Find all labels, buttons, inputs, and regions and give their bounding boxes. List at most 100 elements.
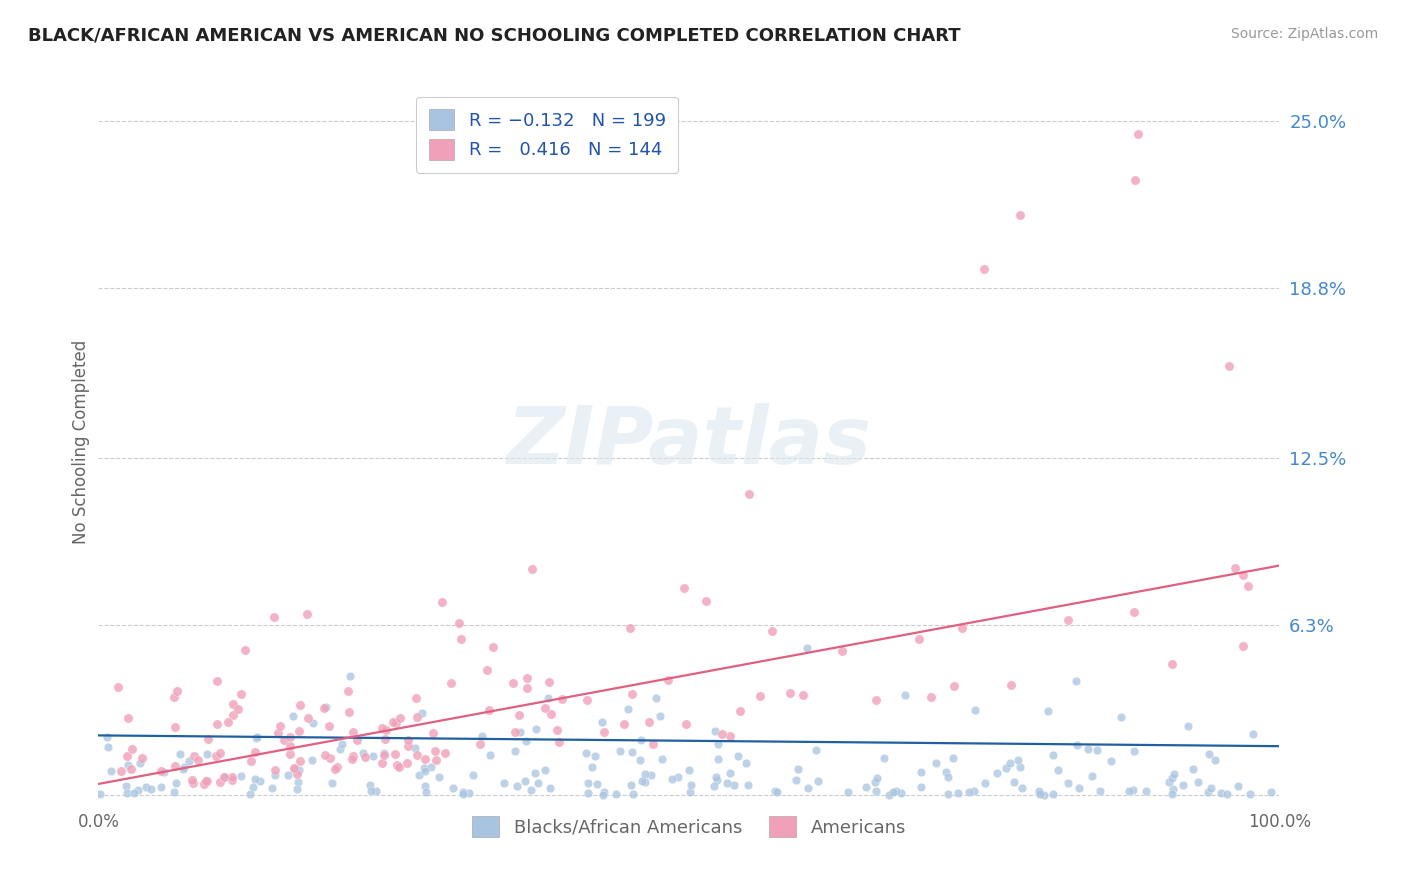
Point [478,702,501,716]
Point [277,768,299,782]
Point [998,756,1021,770]
Point [519,782,541,797]
Point [288,724,311,739]
Point [440,676,463,690]
Point [631,774,654,789]
Point [162,690,184,705]
Point [494,776,516,790]
Point [509,724,531,739]
Point [620,688,643,702]
Point [342,725,364,739]
Point [807,774,830,789]
Point [1057,776,1080,790]
Point [269,718,291,732]
Point [666,771,689,785]
Point [447,616,470,631]
Point [212,770,235,784]
Point [948,786,970,800]
Point [1173,778,1195,792]
Point [672,581,695,595]
Point [114,780,136,794]
Point [634,766,657,780]
Point [716,776,738,790]
Point [193,776,215,790]
Point [942,751,965,765]
Point [337,684,360,698]
Point [384,716,406,731]
Point [121,741,143,756]
Point [505,743,527,757]
Point [263,610,285,624]
Point [925,756,948,771]
Point [115,786,138,800]
Point [1125,172,1147,186]
Point [243,745,266,759]
Point [221,773,243,788]
Point [283,762,305,776]
Point [575,692,598,706]
Point [640,767,662,781]
Point [1081,768,1104,782]
Point [1066,674,1088,689]
Point [986,766,1008,780]
Point [865,693,887,707]
Point [727,748,749,763]
Point [1028,787,1050,801]
Point [890,786,912,800]
Point [127,782,149,797]
Point [181,775,204,789]
Point [229,687,252,701]
Point [506,780,529,794]
Point [135,780,157,794]
Point [382,714,405,729]
Point [723,779,745,793]
Point [396,733,419,747]
Point [779,686,801,700]
Point [503,724,526,739]
Point [110,764,132,778]
Point [605,787,627,801]
Point [149,764,172,779]
Point [267,725,290,739]
Point [361,748,384,763]
Point [374,731,396,746]
Point [1008,208,1031,222]
Point [423,744,446,758]
Text: Source: ZipAtlas.com: Source: ZipAtlas.com [1230,27,1378,41]
Point [346,733,368,747]
Point [205,749,228,764]
Point [278,739,301,753]
Point [1122,606,1144,620]
Point [396,739,419,754]
Point [1187,775,1209,789]
Point [427,770,450,784]
Point [415,785,437,799]
Text: BLACK/AFRICAN AMERICAN VS AMERICAN NO SCHOOLING COMPLETED CORRELATION CHART: BLACK/AFRICAN AMERICAN VS AMERICAN NO SC… [28,27,960,45]
Point [325,759,347,773]
Point [630,733,652,747]
Point [583,748,606,763]
Point [537,690,560,705]
Point [1237,579,1260,593]
Point [314,701,336,715]
Point [413,752,436,766]
Point [502,676,524,690]
Point [371,756,394,770]
Point [249,773,271,788]
Point [468,737,491,751]
Point [973,262,995,277]
Point [359,778,381,792]
Point [806,743,828,757]
Point [169,747,191,761]
Point [229,769,252,783]
Point [339,668,361,682]
Point [523,766,546,780]
Point [1177,719,1199,733]
Point [538,781,561,796]
Point [681,778,703,792]
Point [287,774,309,789]
Point [706,737,728,751]
Point [1036,704,1059,718]
Point [894,688,917,702]
Point [1227,779,1250,793]
